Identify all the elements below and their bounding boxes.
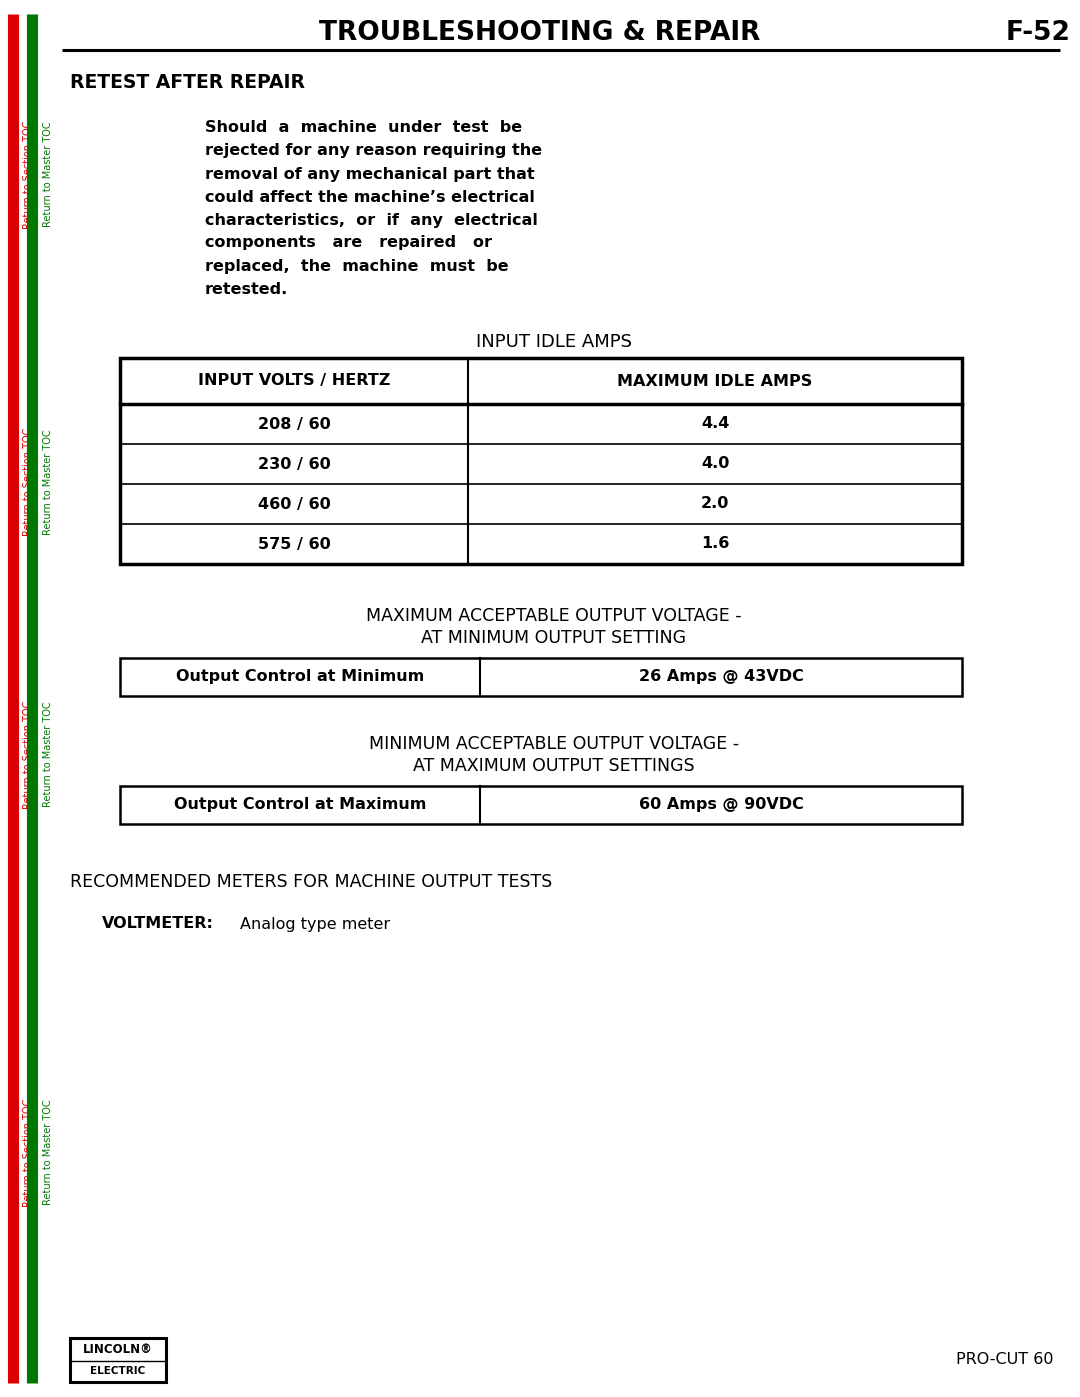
Text: Return to Section TOC: Return to Section TOC <box>23 427 33 536</box>
Text: Return to Section TOC: Return to Section TOC <box>23 700 33 809</box>
Bar <box>120 658 962 696</box>
Text: Return to Master TOC: Return to Master TOC <box>42 122 53 228</box>
Text: 26 Amps @ 43VDC: 26 Amps @ 43VDC <box>638 669 804 685</box>
Text: Return to Master TOC: Return to Master TOC <box>42 1099 53 1206</box>
Text: AT MAXIMUM OUTPUT SETTINGS: AT MAXIMUM OUTPUT SETTINGS <box>414 757 694 775</box>
Text: retested.: retested. <box>205 282 288 296</box>
Text: 575 / 60: 575 / 60 <box>258 536 330 552</box>
Text: 60 Amps @ 90VDC: 60 Amps @ 90VDC <box>638 798 804 813</box>
Text: ELECTRIC: ELECTRIC <box>91 1366 146 1376</box>
Text: LINCOLN®: LINCOLN® <box>83 1344 153 1356</box>
Text: components   are   repaired   or: components are repaired or <box>205 236 492 250</box>
Text: could affect the machine’s electrical: could affect the machine’s electrical <box>205 190 535 204</box>
Text: Return to Master TOC: Return to Master TOC <box>42 701 53 807</box>
Text: Return to Master TOC: Return to Master TOC <box>42 429 53 535</box>
Text: RETEST AFTER REPAIR: RETEST AFTER REPAIR <box>70 73 305 91</box>
Text: INPUT IDLE AMPS: INPUT IDLE AMPS <box>476 332 632 351</box>
Text: AT MINIMUM OUTPUT SETTING: AT MINIMUM OUTPUT SETTING <box>421 629 687 647</box>
Text: MAXIMUM IDLE AMPS: MAXIMUM IDLE AMPS <box>618 373 812 388</box>
Text: removal of any mechanical part that: removal of any mechanical part that <box>205 166 535 182</box>
Text: Return to Section TOC: Return to Section TOC <box>23 1098 33 1207</box>
Text: Output Control at Minimum: Output Control at Minimum <box>176 669 424 685</box>
Text: 460 / 60: 460 / 60 <box>258 496 330 511</box>
Text: RECOMMENDED METERS FOR MACHINE OUTPUT TESTS: RECOMMENDED METERS FOR MACHINE OUTPUT TE… <box>70 873 552 891</box>
Text: MAXIMUM ACCEPTABLE OUTPUT VOLTAGE -: MAXIMUM ACCEPTABLE OUTPUT VOLTAGE - <box>366 608 742 624</box>
Bar <box>70 1338 166 1382</box>
Text: 230 / 60: 230 / 60 <box>258 457 330 472</box>
Text: rejected for any reason requiring the: rejected for any reason requiring the <box>205 144 542 158</box>
Text: VOLTMETER:: VOLTMETER: <box>102 916 214 932</box>
Text: replaced,  the  machine  must  be: replaced, the machine must be <box>205 258 509 274</box>
Text: 1.6: 1.6 <box>701 536 729 552</box>
Text: Return to Section TOC: Return to Section TOC <box>23 120 33 229</box>
Text: TROUBLESHOOTING & REPAIR: TROUBLESHOOTING & REPAIR <box>320 20 760 46</box>
Text: Output Control at Maximum: Output Control at Maximum <box>174 798 427 813</box>
Text: INPUT VOLTS / HERTZ: INPUT VOLTS / HERTZ <box>198 373 390 388</box>
Text: MINIMUM ACCEPTABLE OUTPUT VOLTAGE -: MINIMUM ACCEPTABLE OUTPUT VOLTAGE - <box>369 735 739 753</box>
Text: 208 / 60: 208 / 60 <box>258 416 330 432</box>
Text: Analog type meter: Analog type meter <box>240 916 390 932</box>
Text: PRO-CUT 60: PRO-CUT 60 <box>956 1352 1054 1368</box>
Bar <box>120 787 962 824</box>
Text: 4.4: 4.4 <box>701 416 729 432</box>
Text: Should  a  machine  under  test  be: Should a machine under test be <box>205 120 522 136</box>
Text: 2.0: 2.0 <box>701 496 729 511</box>
Text: characteristics,  or  if  any  electrical: characteristics, or if any electrical <box>205 212 538 228</box>
Text: F-52: F-52 <box>1005 20 1070 46</box>
Text: 4.0: 4.0 <box>701 457 729 472</box>
Bar <box>120 358 962 564</box>
